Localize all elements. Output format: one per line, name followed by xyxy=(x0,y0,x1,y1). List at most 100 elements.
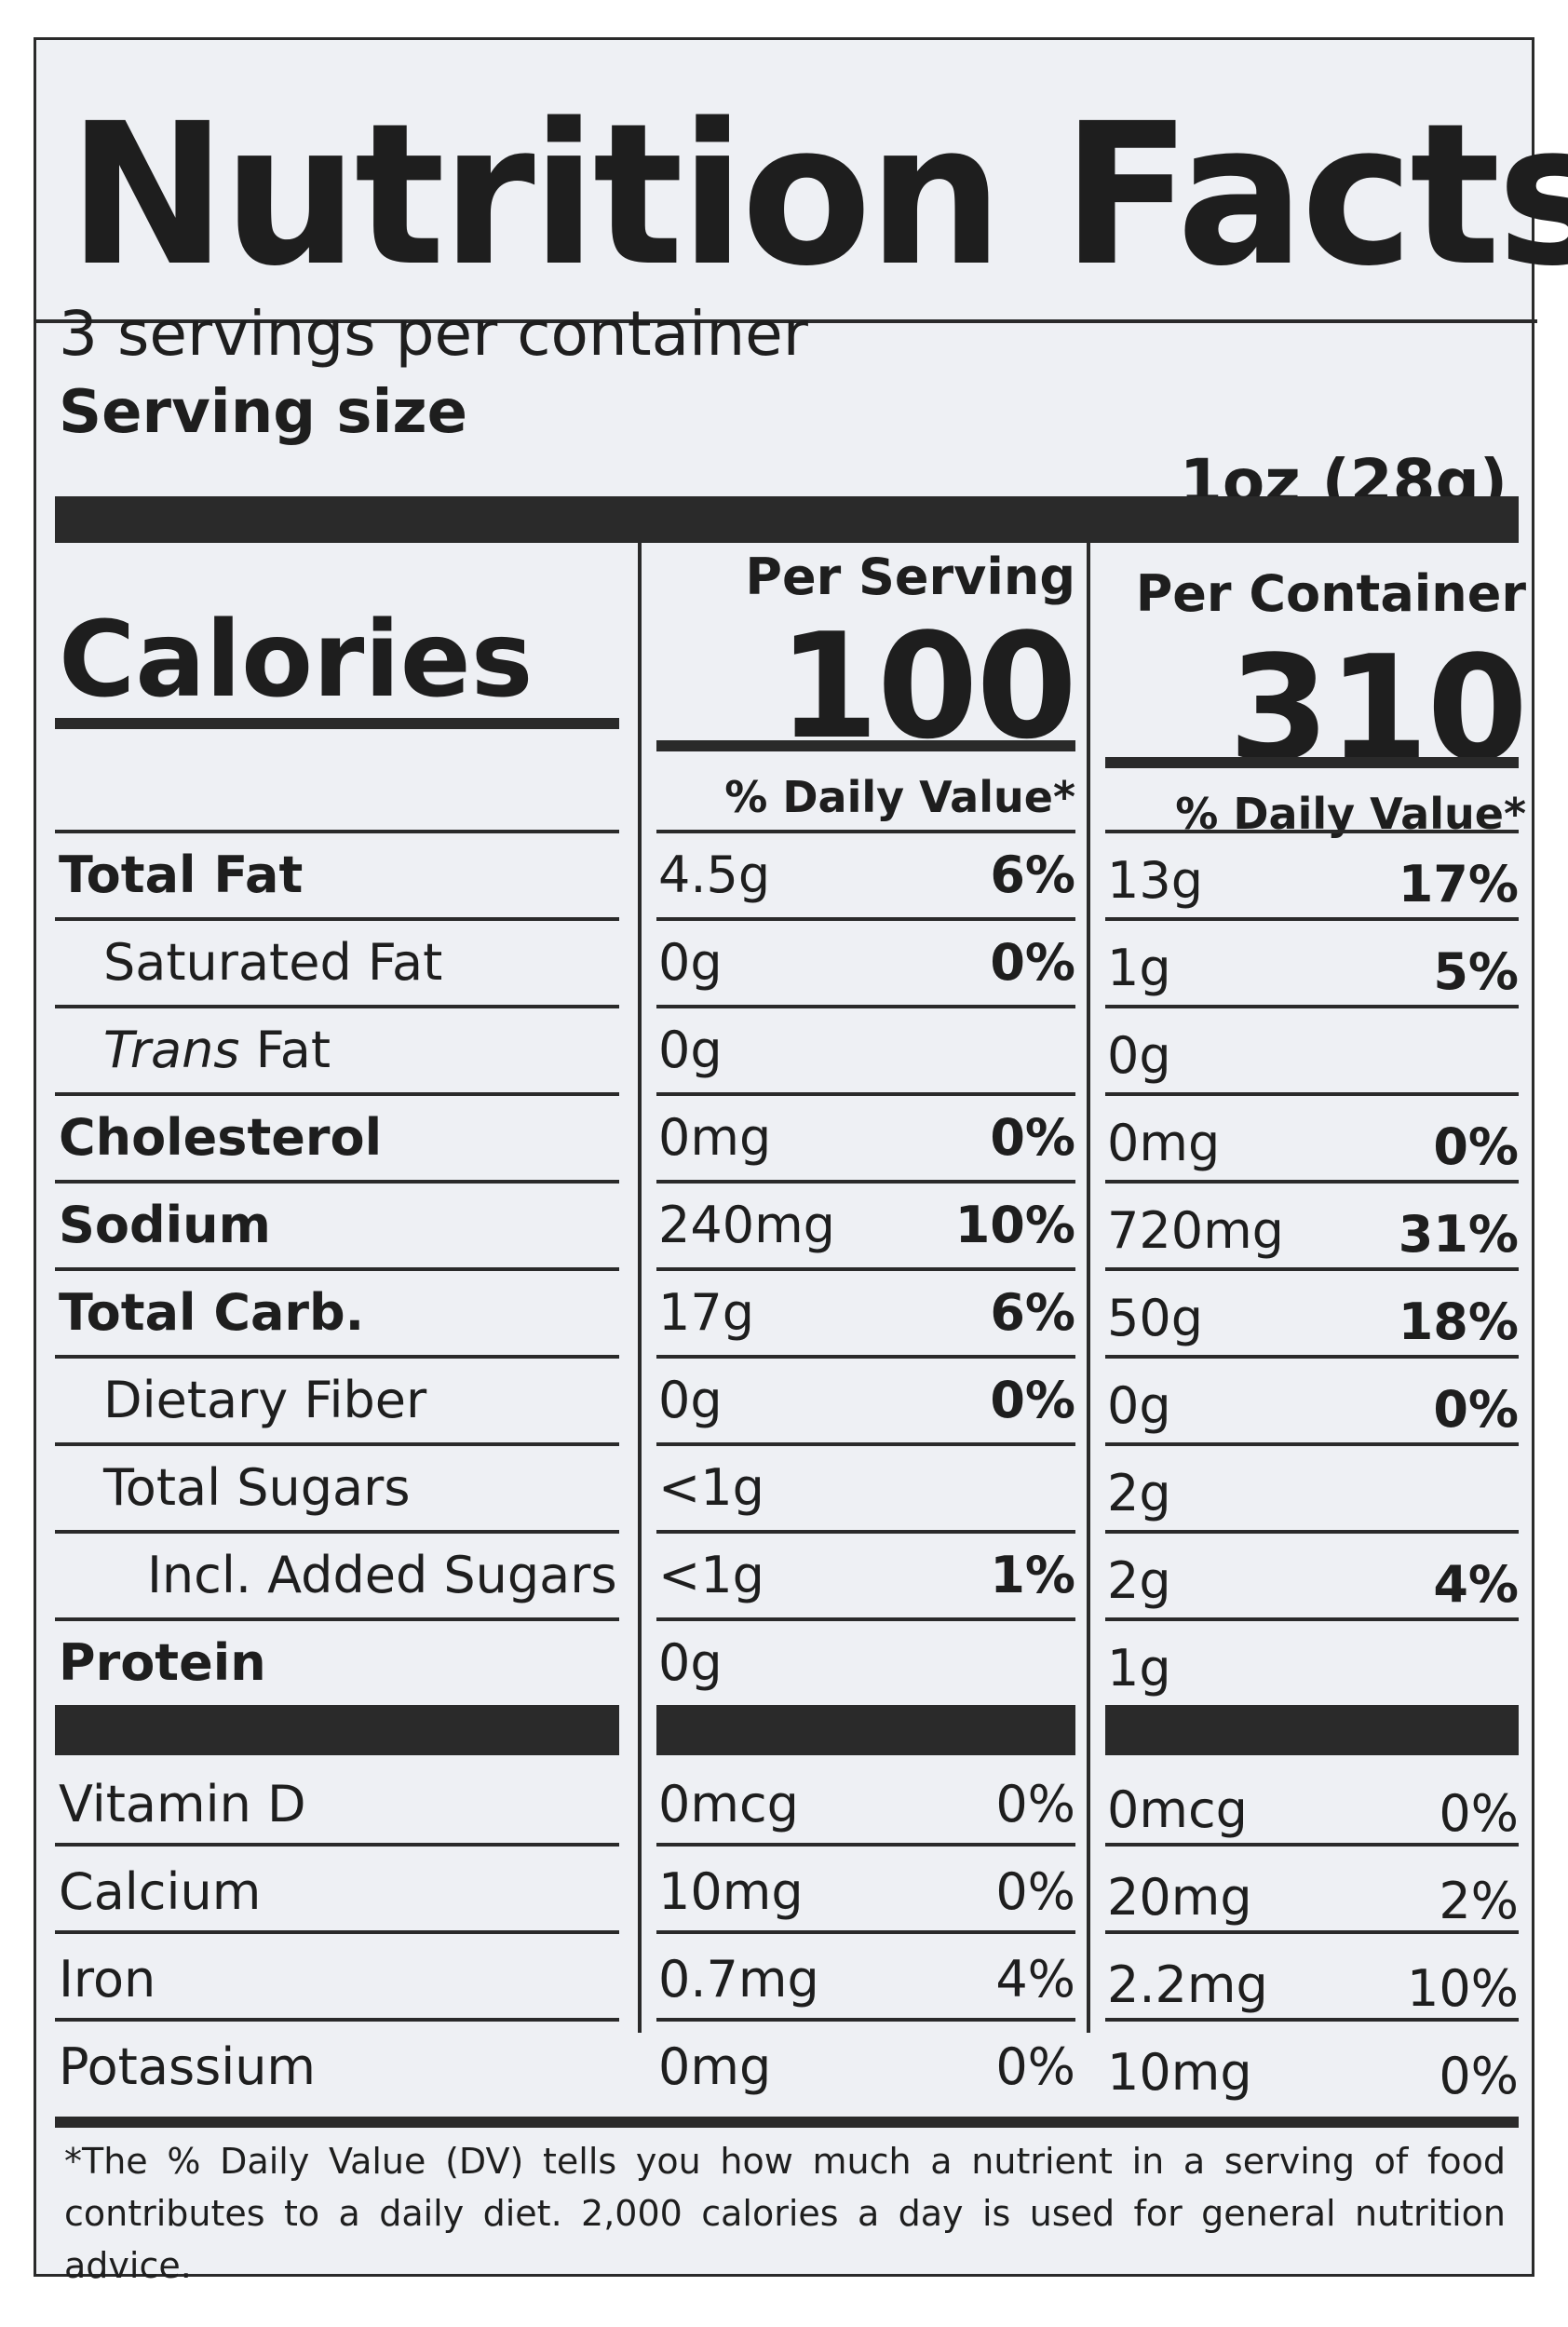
vitamin-row-3-divider-container xyxy=(1105,2018,1519,2022)
nutrient-row-7-divider-container xyxy=(1105,1442,1519,1446)
nutrient-row-6-divider-label xyxy=(55,1355,619,1359)
nutrient-row-5-divider-container xyxy=(1105,1267,1519,1271)
calories-label: Calories xyxy=(59,600,534,721)
nutrient-row-4-container-amount: 720mg xyxy=(1107,1201,1284,1260)
footnote-divider xyxy=(55,2117,1519,2128)
nutrient-row-2-label-rest: Fat xyxy=(239,1021,331,1079)
calories-per-serving: 100 xyxy=(777,602,1077,771)
nutrient-row-7-label: Total Sugars xyxy=(103,1458,411,1517)
nutrient-row-3-divider-serving xyxy=(656,1092,1075,1096)
nutrient-row-3-serving-percent: 0% xyxy=(990,1108,1075,1167)
vitamin-row-2-serving-percent: 4% xyxy=(995,1950,1075,2009)
nutrient-row-0-divider-container xyxy=(1105,830,1519,833)
nutrient-row-2-label-italic: Trans xyxy=(103,1021,240,1079)
vitamin-band-0 xyxy=(55,1705,619,1755)
nutrient-row-0-divider-label xyxy=(55,830,619,833)
vitamin-row-0-container-percent: 0% xyxy=(1439,1784,1519,1843)
footnote: *The % Daily Value (DV) tells you how mu… xyxy=(64,2141,1506,2286)
servings-per-container: 3 servings per container xyxy=(59,298,808,370)
vitamin-row-1-serving-percent: 0% xyxy=(995,1862,1075,1921)
nutrient-row-1-label: Saturated Fat xyxy=(103,933,443,992)
vitamin-row-3-divider-serving xyxy=(656,2018,1075,2022)
nutrient-row-6-container-amount: 0g xyxy=(1107,1376,1171,1435)
nutrient-row-1-divider-container xyxy=(1105,917,1519,921)
nutrient-row-4-divider-label xyxy=(55,1180,619,1184)
vitamin-row-1-serving-amount: 10mg xyxy=(658,1862,804,1921)
nutrient-row-3-container-percent: 0% xyxy=(1433,1117,1519,1176)
nutrient-row-8-container-percent: 4% xyxy=(1433,1555,1519,1614)
vitamin-row-2-divider-serving xyxy=(656,1930,1075,1934)
vitamin-row-3-serving-percent: 0% xyxy=(995,2037,1075,2096)
nutrient-row-0-container-amount: 13g xyxy=(1107,851,1203,910)
nutrient-row-4-label: Sodium xyxy=(59,1196,271,1254)
nutrient-row-9-divider-label xyxy=(55,1617,619,1621)
nutrient-row-0-serving-amount: 4.5g xyxy=(658,846,771,904)
nutrient-row-2-divider-label xyxy=(55,1005,619,1008)
nutrient-row-8-divider-container xyxy=(1105,1530,1519,1534)
vitamin-row-3-container-percent: 0% xyxy=(1439,2047,1519,2105)
nutrient-row-5-serving-amount: 17g xyxy=(658,1283,754,1342)
nutrient-row-1-serving-amount: 0g xyxy=(658,933,723,992)
nutrient-row-3-serving-amount: 0mg xyxy=(658,1108,772,1167)
nutrient-row-9-serving-amount: 0g xyxy=(658,1633,723,1692)
vitamin-row-1-divider-serving xyxy=(656,1843,1075,1847)
nutrient-row-6-serving-percent: 0% xyxy=(990,1371,1075,1429)
nutrient-row-6-divider-container xyxy=(1105,1355,1519,1359)
nutrient-row-5-serving-percent: 6% xyxy=(990,1283,1075,1342)
nutrient-row-6-container-percent: 0% xyxy=(1433,1380,1519,1439)
daily-value-header-serving: % Daily Value* xyxy=(724,772,1075,822)
nutrient-row-8-container-amount: 2g xyxy=(1107,1551,1171,1610)
vitamin-row-0-serving-percent: 0% xyxy=(995,1775,1075,1833)
nutrient-row-4-serving-percent: 10% xyxy=(954,1196,1075,1254)
column-separator-2 xyxy=(1087,543,1090,2033)
nutrient-row-9-container-amount: 1g xyxy=(1107,1639,1171,1698)
calories-divider-right xyxy=(1105,757,1519,768)
nutrient-row-5-divider-serving xyxy=(656,1267,1075,1271)
nutrition-facts-label: Nutrition Facts 3 servings per container… xyxy=(34,37,1568,2286)
vitamin-band-1 xyxy=(656,1705,1075,1755)
per-container-header: Per Container xyxy=(1135,564,1526,623)
nutrient-row-4-divider-serving xyxy=(656,1180,1075,1184)
vitamin-row-0-label: Vitamin D xyxy=(59,1775,306,1833)
nutrient-row-1-serving-percent: 0% xyxy=(990,933,1075,992)
nutrient-row-0-container-percent: 17% xyxy=(1398,855,1519,913)
nutrient-row-8-serving-percent: 1% xyxy=(990,1546,1075,1604)
column-separator-1 xyxy=(638,506,642,2033)
nutrient-row-8-divider-label xyxy=(55,1530,619,1534)
nutrient-row-4-container-percent: 31% xyxy=(1398,1205,1519,1264)
vitamin-row-2-label: Iron xyxy=(59,1950,156,2009)
nutrient-row-5-container-percent: 18% xyxy=(1398,1292,1519,1351)
nutrient-row-8-serving-amount: <1g xyxy=(658,1546,764,1604)
nutrient-row-2-divider-serving xyxy=(656,1005,1075,1008)
nutrient-row-1-container-amount: 1g xyxy=(1107,939,1171,997)
nutrient-row-5-label: Total Carb. xyxy=(59,1283,365,1342)
title-divider xyxy=(36,319,1537,323)
nutrient-row-3-label: Cholesterol xyxy=(59,1108,383,1167)
nutrient-row-2-serving-amount: 0g xyxy=(658,1021,723,1079)
vitamin-row-1-divider-label xyxy=(55,1843,619,1847)
vitamin-row-2-container-amount: 2.2mg xyxy=(1107,1955,1268,2014)
vitamin-row-3-serving-amount: 0mg xyxy=(658,2037,772,2096)
nutrient-row-7-serving-amount: <1g xyxy=(658,1458,764,1517)
nutrient-row-2-divider-container xyxy=(1105,1005,1519,1008)
nutrient-row-9-divider-container xyxy=(1105,1617,1519,1621)
nutrient-row-2-container-amount: 0g xyxy=(1107,1026,1171,1085)
vitamin-row-2-divider-label xyxy=(55,1930,619,1934)
nutrient-row-8-label: Incl. Added Sugars xyxy=(147,1546,617,1604)
nutrient-row-1-divider-serving xyxy=(656,917,1075,921)
vitamin-row-1-container-amount: 20mg xyxy=(1107,1868,1252,1927)
nutrient-row-2-label: Trans Fat xyxy=(59,1025,331,1076)
vitamin-row-0-container-amount: 0mcg xyxy=(1107,1780,1248,1839)
nutrient-row-0-label: Total Fat xyxy=(59,846,304,904)
calories-divider-left xyxy=(55,718,619,729)
nutrient-row-1-container-percent: 5% xyxy=(1433,942,1519,1001)
per-serving-header: Per Serving xyxy=(745,548,1075,606)
vitamin-row-3-label: Potassium xyxy=(59,2037,317,2096)
nutrient-row-3-container-amount: 0mg xyxy=(1107,1114,1221,1172)
nutrient-row-0-serving-percent: 6% xyxy=(990,846,1075,904)
nutrient-row-7-container-amount: 2g xyxy=(1107,1464,1171,1522)
nutrient-row-6-divider-serving xyxy=(656,1355,1075,1359)
serving-size-label: Serving size xyxy=(59,378,468,447)
nutrient-row-6-label: Dietary Fiber xyxy=(103,1371,427,1429)
vitamin-row-3-container-amount: 10mg xyxy=(1107,2043,1252,2102)
